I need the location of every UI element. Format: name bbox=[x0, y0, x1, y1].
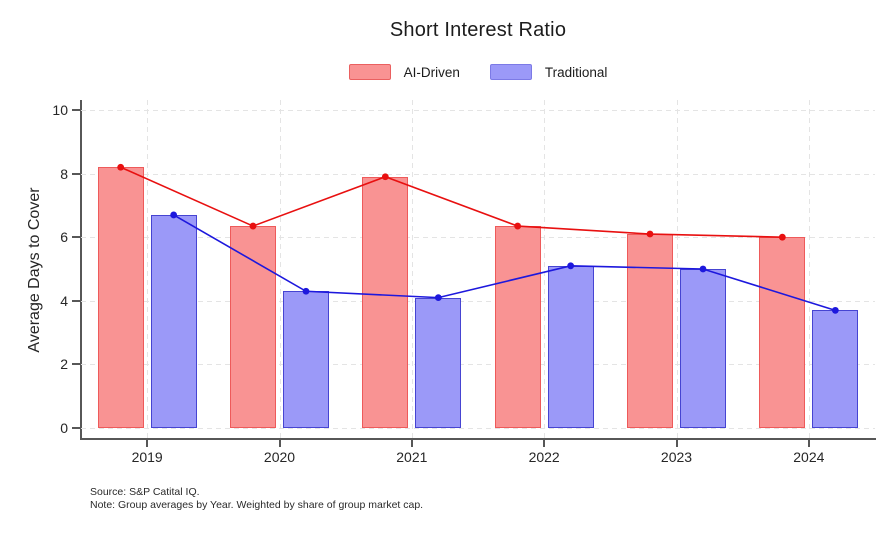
data-point-traditional-2020 bbox=[302, 287, 310, 295]
x-tick-mark bbox=[807, 440, 810, 447]
x-tick-mark bbox=[543, 440, 546, 447]
legend-swatch-traditional bbox=[489, 64, 532, 80]
series-line-traditional bbox=[173, 214, 836, 312]
x-tick-label: 2020 bbox=[263, 449, 296, 465]
bar-ai-driven-2022 bbox=[495, 226, 541, 428]
data-point-ai-driven-2021 bbox=[381, 173, 389, 181]
grid-h-line bbox=[81, 428, 875, 429]
source-text: Source: S&P Catital IQ. bbox=[90, 486, 200, 498]
y-tick-mark bbox=[72, 363, 80, 366]
data-point-ai-driven-2020 bbox=[249, 222, 257, 230]
bar-ai-driven-2023 bbox=[627, 234, 673, 428]
x-tick-label: 2021 bbox=[396, 449, 428, 465]
legend: AI-Driven Traditional bbox=[81, 61, 875, 83]
data-point-ai-driven-2019 bbox=[117, 163, 125, 171]
data-point-traditional-2019 bbox=[170, 211, 178, 219]
bar-traditional-2023 bbox=[680, 269, 726, 428]
data-point-traditional-2024 bbox=[831, 306, 839, 314]
y-tick-label: 6 bbox=[60, 229, 68, 246]
bar-traditional-2021 bbox=[415, 297, 461, 428]
y-tick-mark bbox=[72, 427, 80, 429]
grid-h-line bbox=[81, 364, 875, 366]
y-tick-label: 4 bbox=[60, 292, 68, 309]
bar-traditional-2022 bbox=[548, 265, 594, 428]
x-axis-line bbox=[80, 438, 876, 440]
legend-swatch-ai-driven bbox=[348, 64, 391, 80]
x-tick-mark bbox=[675, 440, 678, 447]
grid-v-line bbox=[147, 100, 148, 438]
data-point-ai-driven-2024 bbox=[778, 233, 786, 241]
x-tick-label: 2019 bbox=[131, 449, 163, 465]
note-text: Note: Group averages by Year. Weighted b… bbox=[90, 499, 424, 511]
y-tick-mark bbox=[72, 299, 80, 302]
line-overlay bbox=[117, 163, 839, 314]
x-tick-label: 2023 bbox=[660, 449, 693, 465]
y-tick-mark bbox=[72, 236, 80, 239]
bar-ai-driven-2020 bbox=[230, 226, 276, 428]
data-point-ai-driven-2023 bbox=[646, 230, 654, 238]
data-point-traditional-2022 bbox=[567, 262, 575, 270]
grid-v-line bbox=[809, 100, 810, 438]
y-tick-label: 2 bbox=[60, 356, 68, 373]
bar-ai-driven-2021 bbox=[362, 176, 408, 428]
x-tick-label: 2024 bbox=[793, 449, 825, 465]
legend-item-ai-driven: AI-Driven bbox=[348, 64, 460, 80]
x-tick-label: 2022 bbox=[528, 449, 560, 465]
y-tick-mark bbox=[72, 109, 80, 111]
series-line-ai-driven bbox=[120, 166, 783, 238]
data-point-traditional-2023 bbox=[699, 265, 707, 273]
data-point-traditional-2021 bbox=[434, 294, 442, 302]
grid-v-line bbox=[544, 100, 545, 438]
y-tick-label: 8 bbox=[60, 165, 68, 182]
data-point-ai-driven-2022 bbox=[514, 222, 522, 230]
y-tick-mark bbox=[72, 172, 80, 175]
x-tick-mark bbox=[146, 440, 149, 447]
legend-label: Traditional bbox=[544, 64, 608, 80]
plot-area bbox=[80, 100, 876, 440]
legend-item-traditional: Traditional bbox=[489, 64, 608, 80]
y-axis-line bbox=[80, 100, 82, 440]
y-tick-label: 10 bbox=[52, 102, 68, 118]
legend-label: AI-Driven bbox=[403, 64, 460, 80]
bar-traditional-2019 bbox=[151, 214, 197, 428]
grid-v-line bbox=[280, 100, 281, 438]
chart-title: Short Interest Ratio bbox=[389, 19, 567, 41]
grid-h-line bbox=[81, 237, 875, 239]
y-tick-label: 0 bbox=[60, 420, 68, 436]
x-tick-mark bbox=[410, 440, 413, 447]
grid-h-line bbox=[81, 300, 875, 302]
grid-h-line bbox=[81, 110, 875, 111]
bar-traditional-2024 bbox=[812, 310, 858, 428]
x-tick-mark bbox=[278, 440, 281, 447]
grid-v-line bbox=[412, 100, 413, 438]
bar-ai-driven-2019 bbox=[98, 167, 144, 428]
grid-h-line bbox=[81, 173, 875, 175]
bar-ai-driven-2024 bbox=[759, 237, 805, 428]
